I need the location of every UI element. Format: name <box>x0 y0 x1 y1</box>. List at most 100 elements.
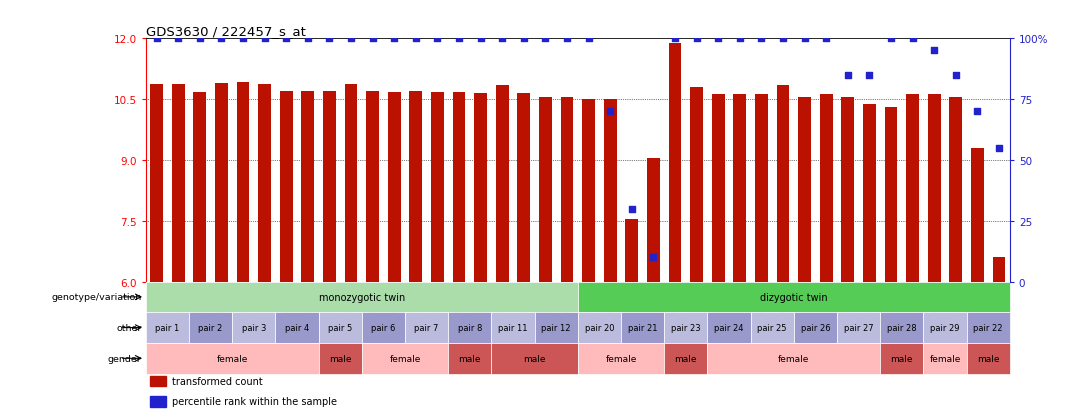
Text: female: female <box>216 354 248 363</box>
Bar <box>733 95 746 282</box>
Text: transformed count: transformed count <box>172 376 262 386</box>
Bar <box>448 313 491 343</box>
Text: male: male <box>891 354 913 363</box>
Text: male: male <box>329 354 351 363</box>
Point <box>947 72 964 79</box>
Bar <box>388 93 401 282</box>
Bar <box>880 343 923 374</box>
Bar <box>496 86 509 282</box>
Bar <box>707 343 880 374</box>
Bar <box>604 100 617 282</box>
Text: pair 1: pair 1 <box>156 323 179 332</box>
Bar <box>755 95 768 282</box>
Bar <box>664 313 707 343</box>
Text: male: male <box>675 354 697 363</box>
Bar <box>453 93 465 282</box>
Bar <box>967 343 1010 374</box>
Text: pair 5: pair 5 <box>328 323 352 332</box>
Bar <box>885 108 897 282</box>
Text: genotype/variation: genotype/variation <box>51 293 141 301</box>
Bar <box>621 313 664 343</box>
Point <box>753 36 770 43</box>
Bar <box>971 148 984 282</box>
Text: female: female <box>929 354 961 363</box>
Bar <box>578 282 1010 313</box>
Bar <box>172 85 185 282</box>
Point <box>710 36 727 43</box>
Point <box>580 36 597 43</box>
Bar <box>967 313 1010 343</box>
Point <box>429 36 446 43</box>
Bar <box>880 313 923 343</box>
Text: pair 4: pair 4 <box>285 323 309 332</box>
Bar <box>258 85 271 282</box>
Bar <box>215 84 228 282</box>
Point <box>602 109 619 115</box>
Bar <box>431 93 444 282</box>
Point <box>278 36 295 43</box>
Bar <box>301 92 314 282</box>
Point <box>688 36 705 43</box>
Bar <box>409 92 422 282</box>
Point <box>494 36 511 43</box>
Text: pair 27: pair 27 <box>843 323 874 332</box>
Bar <box>798 98 811 282</box>
Point <box>234 36 252 43</box>
Point <box>969 109 986 115</box>
Point <box>170 36 187 43</box>
Bar <box>690 88 703 282</box>
Point <box>731 36 748 43</box>
Bar <box>712 95 725 282</box>
Text: monozygotic twin: monozygotic twin <box>319 292 405 302</box>
Bar <box>146 282 578 313</box>
Bar <box>794 313 837 343</box>
Point <box>861 72 878 79</box>
Point <box>472 36 489 43</box>
Point <box>342 36 360 43</box>
Point <box>774 36 792 43</box>
Bar <box>362 343 448 374</box>
Point <box>558 36 576 43</box>
Bar <box>664 343 707 374</box>
Point <box>321 36 338 43</box>
Bar <box>362 313 405 343</box>
Bar <box>319 343 362 374</box>
Point <box>148 36 165 43</box>
Bar <box>150 85 163 282</box>
Point <box>839 72 856 79</box>
Point <box>990 145 1008 152</box>
Bar <box>323 92 336 282</box>
Text: other: other <box>117 323 141 332</box>
Text: dizygotic twin: dizygotic twin <box>760 292 827 302</box>
Bar <box>777 86 789 282</box>
Bar <box>707 313 751 343</box>
Point <box>537 36 554 43</box>
Point <box>364 36 381 43</box>
Text: pair 26: pair 26 <box>800 323 831 332</box>
Bar <box>448 343 491 374</box>
Bar <box>146 313 189 343</box>
Point <box>450 36 468 43</box>
Bar <box>582 100 595 282</box>
Point <box>882 36 900 43</box>
Bar <box>237 83 249 282</box>
Text: pair 25: pair 25 <box>757 323 787 332</box>
Point <box>796 36 813 43</box>
Bar <box>146 343 319 374</box>
Bar <box>841 98 854 282</box>
Bar <box>517 94 530 282</box>
Bar <box>345 85 357 282</box>
Bar <box>669 44 681 282</box>
Point <box>645 254 662 261</box>
Point <box>191 36 208 43</box>
Point <box>213 36 230 43</box>
Point <box>386 36 403 43</box>
Text: female: female <box>605 354 637 363</box>
Bar <box>491 313 535 343</box>
Text: pair 22: pair 22 <box>973 323 1003 332</box>
Point <box>666 36 684 43</box>
Text: male: male <box>977 354 999 363</box>
Text: pair 21: pair 21 <box>627 323 658 332</box>
Text: pair 20: pair 20 <box>584 323 615 332</box>
Bar <box>751 313 794 343</box>
